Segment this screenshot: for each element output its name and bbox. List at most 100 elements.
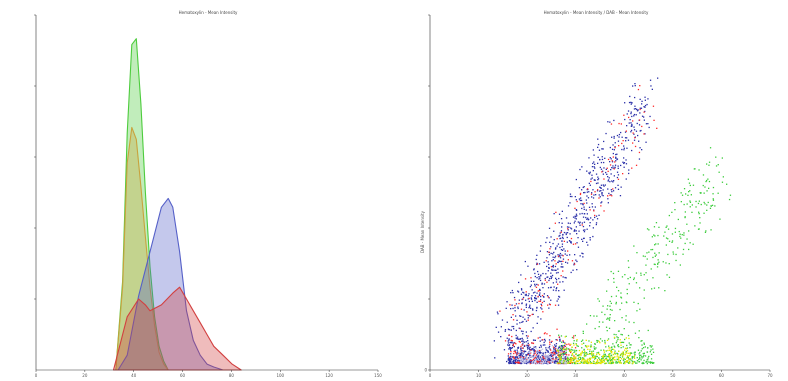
scatter-point [633,357,636,359]
scatter-point [664,231,666,233]
histogram-x-tick-label: 80 [229,373,235,378]
scatter-point [590,353,593,355]
scatter-point [599,159,601,161]
scatter-point [651,345,653,347]
scatter-point [579,354,581,356]
scatter-point [611,348,613,350]
scatter-point [562,237,564,240]
scatter-point [623,361,626,363]
scatter-point [508,348,510,350]
scatter-point [611,309,613,311]
scatter-point [550,341,552,343]
scatter-point [638,140,640,142]
scatter-point [553,347,555,349]
scatter-point [514,351,516,353]
scatter-point [545,347,547,349]
scatter-point [565,349,567,351]
scatter-point [576,362,579,365]
scatter-point [570,343,572,345]
scatter-point [528,293,530,295]
scatter-point [622,359,625,361]
scatter-point [549,304,551,306]
scatter-point [595,362,597,365]
scatter-point [667,228,670,230]
scatter-point [512,344,514,347]
scatter-point [576,233,578,235]
scatter-point [510,357,512,359]
scatter-point [550,358,552,360]
scatter-point [609,146,611,149]
scatter-point [634,354,636,356]
scatter-point [562,348,565,350]
scatter-point [629,95,631,98]
scatter-point [710,229,712,231]
scatter-point [512,314,514,316]
scatter-point [569,361,571,363]
scatter-point [666,225,668,227]
scatter-point [515,357,517,359]
scatter-point [546,257,548,259]
scatter-point [567,358,569,360]
scatter-point [658,226,660,228]
scatter-point [543,333,546,335]
scatter-point [611,361,613,364]
scatter-point [569,359,572,362]
scatter-point [554,260,556,262]
scatter-point [585,199,587,201]
scatter-point [602,173,604,175]
scatter-point [549,248,551,250]
scatter-point [582,229,585,231]
scatter-point [616,286,618,288]
scatter-point [528,315,530,317]
scatter-point [609,157,611,159]
scatter-point [622,341,625,344]
scatter-point [581,252,583,254]
scatter-point [566,262,569,264]
scatter-point [580,354,582,356]
scatter-point [562,360,565,363]
scatter-point [631,352,633,354]
scatter-point [560,335,563,337]
scatter-point [627,110,630,112]
scatter-point [607,360,609,363]
scatter-point [537,284,539,286]
scatter-point [651,288,653,290]
scatter-point [516,360,519,362]
scatter-point [542,339,544,341]
scatter-point [599,362,601,364]
scatter-point [565,351,567,354]
scatter-point [527,265,529,267]
scatter-point [541,361,543,363]
scatter-point [568,350,571,352]
scatter-point [578,359,580,362]
scatter-point [561,240,563,242]
scatter-point [633,355,636,357]
scatter-point [615,295,617,297]
scatter-point [592,352,595,355]
scatter-point [626,347,629,349]
scatter-point [688,182,691,184]
scatter-point [575,343,578,346]
scatter-point [683,203,685,206]
scatter-point [558,295,560,298]
scatter-point [579,224,581,226]
scatter-point [654,255,656,257]
scatter-point [553,239,555,241]
scatter-point [541,294,544,297]
scatter-point [596,341,598,343]
scatter-point [522,316,524,318]
scatter-point [557,271,559,274]
scatter-point [601,171,603,173]
scatter-point [578,359,580,361]
scatter-point [512,345,515,347]
scatter-point [497,313,499,315]
scatter-point [648,229,650,231]
scatter-point [556,238,558,240]
scatter-point [569,222,571,225]
scatter-point [585,353,587,355]
scatter-point [591,166,594,168]
scatter-point [590,178,592,180]
scatter-point [532,292,535,294]
scatter-point [602,195,604,197]
scatter-point [581,207,583,210]
